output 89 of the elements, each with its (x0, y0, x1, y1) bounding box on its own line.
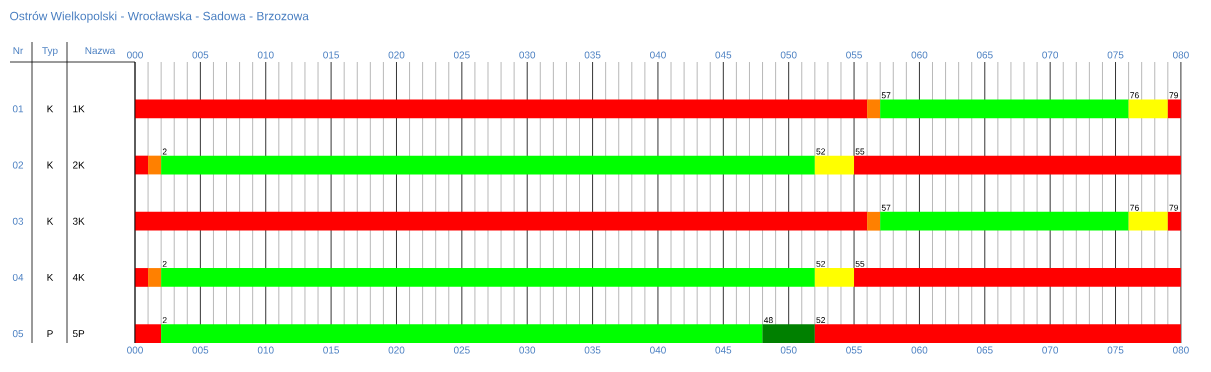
x2-tick-label: 015 (323, 51, 339, 59)
bar (854, 268, 1181, 287)
text: Nr (13, 47, 24, 54)
text: Nazwa (85, 47, 116, 55)
x2-tick-label: 035 (584, 51, 601, 59)
text: K (47, 161, 54, 169)
text: K (47, 274, 54, 281)
bar (762, 324, 815, 343)
x-tick-label: 060 (911, 346, 928, 354)
x-tick-label: 075 (1107, 346, 1124, 354)
annotation: 52 (816, 317, 826, 324)
y-tick-label: 1K (73, 105, 85, 113)
y-tick-label: 3K (72, 217, 85, 225)
x-tick-label: 010 (257, 346, 274, 354)
y-tick-label: 5P (72, 330, 85, 338)
x2-tick-label: 005 (192, 51, 209, 59)
annotation: 48 (763, 317, 773, 324)
x2-tick-label: 025 (453, 51, 470, 59)
bar (1128, 99, 1168, 119)
x2-tick-label: 045 (715, 51, 732, 59)
x-tick-label: 070 (1042, 346, 1059, 354)
bar (854, 155, 1181, 175)
bar (135, 99, 868, 119)
x2-tick-label: 010 (257, 51, 274, 59)
bar (867, 211, 881, 231)
x2-tick-label: 000 (127, 51, 143, 59)
bar (867, 99, 881, 119)
x-tick-label: 045 (715, 346, 732, 354)
annotation: 55 (855, 260, 865, 267)
x-tick-label: 030 (519, 346, 536, 354)
chart-title: Ostrów Wielkopolski - Wrocławska - Sadowa - Brzozowa (10, 11, 309, 23)
bar (148, 155, 162, 175)
x-tick-label: 050 (780, 346, 797, 354)
text: K (47, 217, 54, 225)
x2-tick-label: 065 (976, 51, 993, 59)
x2-tick-label: 055 (846, 51, 862, 59)
x2-tick-label: 070 (1042, 51, 1059, 59)
text: P (47, 330, 53, 338)
x-tick-label: 055 (846, 346, 862, 354)
bar (161, 268, 815, 287)
bar (814, 268, 855, 287)
x2-tick-label: 030 (519, 51, 536, 59)
bar (1128, 211, 1168, 231)
annotation: 2 (162, 260, 167, 267)
x2-tick-label: 075 (1107, 51, 1124, 59)
x2-tick-label: 050 (780, 51, 797, 59)
x2-tick-label: 080 (1172, 51, 1189, 59)
bar (880, 99, 1129, 119)
bar (1167, 99, 1181, 119)
bar (135, 268, 149, 287)
annotation: 57 (881, 92, 891, 99)
x-tick-label: 035 (584, 346, 601, 354)
annotation: 79 (1169, 92, 1179, 99)
text: 02 (12, 161, 24, 169)
bar (148, 268, 162, 287)
x-tick-label: 080 (1172, 346, 1189, 354)
bar (161, 155, 815, 175)
bar (135, 324, 162, 343)
x2-tick-label: 020 (388, 51, 405, 59)
x-tick-label: 000 (127, 346, 143, 354)
text: 04 (12, 273, 24, 281)
annotation: 79 (1169, 204, 1179, 211)
y-tick-label: 2K (73, 161, 85, 169)
annotation: 55 (855, 148, 865, 155)
text: 05 (12, 330, 24, 338)
bar (135, 211, 868, 231)
annotation: 2 (162, 148, 167, 155)
x2-tick-label: 040 (650, 51, 666, 59)
x-tick-label: 065 (976, 346, 993, 354)
bar (880, 211, 1129, 231)
annotation: 2 (162, 317, 167, 324)
text: 01 (12, 105, 24, 113)
text: Typ (42, 47, 58, 57)
x2-tick-label: 060 (911, 51, 928, 59)
x-tick-label: 020 (388, 346, 405, 354)
annotation: 52 (816, 260, 826, 267)
x-tick-label: 040 (650, 346, 666, 354)
annotation: 57 (881, 204, 891, 211)
text: 03 (12, 217, 24, 225)
bar (814, 155, 855, 175)
x-tick-label: 025 (453, 346, 470, 354)
x-tick-label: 005 (192, 346, 209, 354)
annotation: 76 (1130, 204, 1139, 211)
x-tick-label: 015 (323, 346, 339, 354)
annotation: 52 (816, 148, 826, 155)
annotation: 76 (1130, 92, 1139, 99)
y-tick-label: 4K (72, 274, 85, 281)
bar (1167, 211, 1181, 231)
text: K (47, 105, 54, 113)
